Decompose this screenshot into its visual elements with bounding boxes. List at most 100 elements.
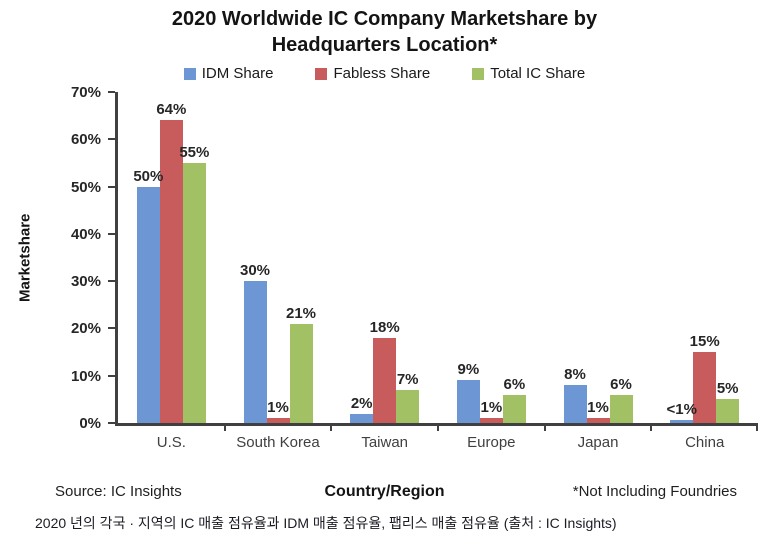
bar: [159, 120, 183, 423]
bar-unit: 64%: [156, 101, 186, 423]
legend-label: Fabless Share: [333, 65, 431, 82]
bar-unit: 1%: [586, 399, 610, 423]
footer-row: Source: IC Insights Country/Region *Not …: [0, 483, 769, 503]
bar-value-label: 64%: [156, 101, 187, 119]
chart-area: Marketshare 0% 10% 20% 30% 40% 50% 60% 70% 50% 6…: [15, 84, 769, 451]
bar-value-label: 15%: [689, 333, 720, 351]
bar-value-label: 1%: [587, 399, 609, 417]
source-text: Source: IC Insights: [55, 483, 182, 500]
page-title: 2020 Worldwide IC Company Marketshare by…: [171, 8, 598, 56]
bar-value-label: 1%: [267, 399, 289, 417]
bar: [479, 418, 503, 423]
y-tick-mark: [108, 185, 115, 188]
bar-unit: 6%: [502, 375, 526, 423]
bar-value-label: 50%: [133, 167, 164, 185]
bar: [350, 413, 374, 423]
x-tick-mark: [543, 426, 546, 431]
category-label: South Korea: [236, 434, 320, 451]
legend-item: IDM Share: [183, 65, 273, 82]
bar: [289, 323, 313, 423]
y-tick-mark: [108, 91, 115, 93]
y-tick-mark: [108, 138, 115, 141]
caption-text: 2020 년의 각국 · 지역의 IC 매출 점유율과 IDM 매출 점유율, …: [35, 515, 617, 531]
category-label: Japan: [577, 434, 619, 451]
y-tick-mark: [108, 422, 115, 424]
bar: [136, 186, 160, 423]
x-tick-mark: [650, 426, 653, 431]
bar-groups: 50% 64% 55% 30% 1% 21% 2% 18% 7% 9% 1% 6% 8% 1% 6% <1% 1…: [118, 92, 758, 423]
x-axis-label: Country/Region: [324, 483, 445, 500]
bar-value-label: 2%: [350, 394, 373, 412]
bar: [609, 394, 633, 423]
bar: [396, 389, 420, 423]
plot-area: 50% 64% 55% 30% 1% 21% 2% 18% 7% 9% 1% 6% 8% 1% 6% <1% 1…: [108, 91, 758, 431]
legend-swatch: [472, 67, 485, 80]
bar: [182, 162, 206, 423]
bar-unit: 15%: [690, 333, 720, 423]
y-tick-mark: [108, 232, 115, 235]
category-label: U.S.: [156, 434, 186, 451]
y-tick-label: 20%: [70, 320, 101, 338]
y-tick-label: 60%: [70, 131, 101, 149]
bar: [456, 380, 480, 423]
bar-unit: 55%: [179, 144, 209, 423]
bar-value-label: <1%: [666, 400, 697, 418]
bar-unit: 1%: [479, 399, 503, 423]
y-tick-mark: [108, 327, 115, 330]
bar-value-label: 21%: [285, 304, 317, 322]
x-tick-mark: [756, 426, 758, 431]
y-tick-label: 0%: [79, 415, 101, 432]
bar: [243, 281, 267, 423]
bar: [716, 399, 740, 423]
bar-value-label: 6%: [610, 375, 632, 393]
legend-swatch: [315, 67, 328, 80]
bar-unit: 9%: [456, 361, 480, 423]
legend-item: Fabless Share: [315, 65, 430, 82]
category-label: China: [685, 434, 725, 451]
bar-value-label: 1%: [480, 399, 503, 417]
footnote-text: *Not Including Foundries: [572, 483, 737, 500]
bar-unit: 7%: [396, 370, 420, 423]
bar: [563, 385, 587, 423]
bar: [670, 419, 694, 423]
bar-unit: 8%: [563, 366, 587, 423]
bar-value-label: 8%: [564, 366, 586, 384]
legend-swatch: [183, 67, 196, 80]
bar-unit: 5%: [716, 380, 740, 423]
bar: [586, 418, 610, 423]
bar: [266, 418, 290, 423]
bar: [502, 394, 526, 423]
bar-value-label: 9%: [457, 361, 480, 379]
bar-group: 2% 18% 7%: [331, 92, 438, 423]
y-tick-label: 50%: [70, 178, 101, 196]
bar-unit: 30%: [240, 262, 270, 423]
category-label: Europe: [467, 434, 516, 451]
category-labels: U.S. South Korea Taiwan Europe Japan China: [118, 434, 758, 451]
bar-group: 8% 1% 6%: [545, 92, 652, 423]
bar-value-label: 30%: [239, 262, 271, 280]
bar-unit: 1%: [266, 399, 290, 423]
category-label: Taiwan: [361, 434, 409, 451]
y-axis-ticks: 0% 10% 20% 30% 40% 50% 60% 70%: [15, 84, 115, 432]
legend-label: Total IC Share: [490, 65, 586, 82]
y-tick-label: 30%: [70, 273, 101, 291]
y-tick-mark: [108, 280, 115, 283]
bar-unit: 2%: [350, 394, 374, 423]
bar-unit: 21%: [286, 305, 316, 423]
bar: [693, 352, 717, 423]
bar-value-label: 6%: [503, 375, 526, 393]
legend-item: Total IC Share: [472, 65, 585, 82]
y-tick-mark: [108, 374, 115, 377]
x-tick-mark: [223, 426, 226, 431]
bar-value-label: 18%: [369, 318, 400, 336]
y-tick-label: 70%: [70, 84, 101, 101]
bar-unit: <1%: [666, 401, 697, 423]
x-tick-mark: [437, 426, 439, 431]
bar-value-label: 7%: [396, 370, 419, 388]
bar-group: 30% 1% 21%: [225, 92, 332, 423]
bar-value-label: 55%: [179, 143, 210, 161]
x-tick-mark: [330, 426, 333, 431]
y-tick-label: 10%: [70, 367, 101, 385]
bar-value-label: 5%: [716, 380, 739, 398]
bar: [373, 337, 397, 423]
